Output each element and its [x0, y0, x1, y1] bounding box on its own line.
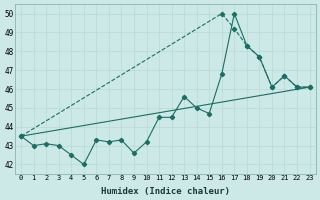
X-axis label: Humidex (Indice chaleur): Humidex (Indice chaleur): [101, 187, 230, 196]
